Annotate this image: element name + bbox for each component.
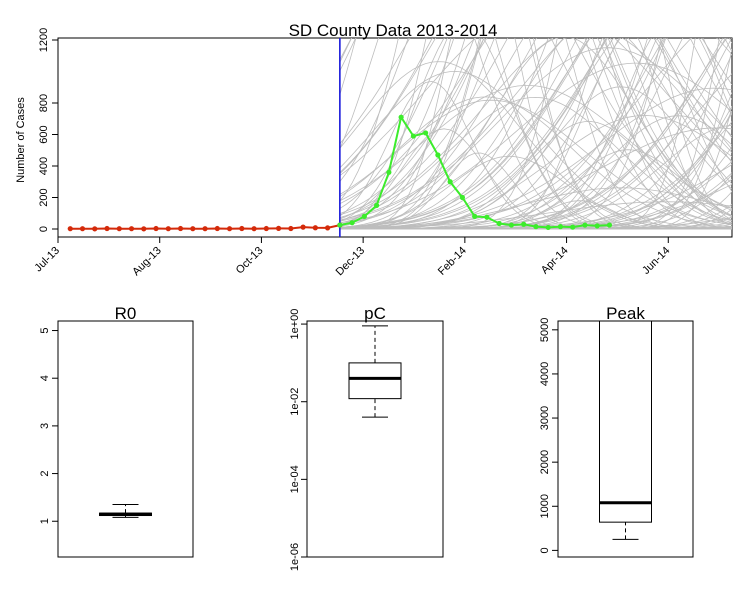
y-tick-label: 1200 [38, 28, 50, 52]
data-point [423, 130, 428, 135]
data-point [227, 226, 232, 231]
plot-frame [307, 321, 443, 557]
data-point [129, 226, 134, 231]
data-point [472, 214, 477, 219]
data-point [448, 179, 453, 184]
data-point [288, 226, 293, 231]
x-axis: Jul-13 Aug-13 Oct-13 Dec-13 Feb-14 Apr-14 Jun-… [32, 237, 672, 278]
data-point [582, 222, 587, 227]
y-tick-label: 800 [38, 94, 50, 112]
data-point [460, 195, 465, 200]
y-tick-label: 5 [39, 327, 51, 333]
box [349, 363, 401, 399]
data-point [215, 226, 220, 231]
y-tick-label: 200 [38, 188, 50, 206]
data-point [497, 221, 502, 226]
y-tick-label: 2000 [539, 450, 551, 474]
data-point [239, 226, 244, 231]
x-tick-label: Oct-13 [234, 245, 266, 277]
y-tick-label: 0 [539, 547, 551, 553]
data-point [374, 203, 379, 208]
x-tick-label: Aug-13 [130, 245, 164, 279]
y-tick-label: 5000 [539, 318, 551, 342]
y-tick-label: 3000 [539, 406, 551, 430]
data-point [153, 226, 158, 231]
data-point [435, 152, 440, 157]
y-tick-label: 1e-06 [289, 543, 301, 571]
data-point [80, 226, 85, 231]
y-tick-label: 1e-02 [289, 388, 301, 416]
projection-curve [340, 128, 732, 229]
y-axis-label: Number of Cases [15, 97, 27, 183]
y-tick-label: 1e-04 [289, 465, 301, 493]
y-tick-label: 4 [39, 375, 51, 381]
data-point [595, 223, 600, 228]
data-point [558, 224, 563, 229]
data-point [546, 225, 551, 230]
boxplot-panel-r0: 1 2 3 4 5 R0 [39, 304, 193, 557]
data-point [484, 215, 489, 220]
data-point [607, 222, 612, 227]
data-point [276, 226, 281, 231]
data-point [362, 214, 367, 219]
y-tick-label: 1e+00 [289, 309, 301, 340]
data-point [386, 170, 391, 175]
y-tick-label: 1 [39, 518, 51, 524]
data-point [117, 226, 122, 231]
y-tick-label: 4000 [539, 362, 551, 386]
data-point [92, 226, 97, 231]
boxplot-title: Peak [606, 304, 645, 323]
boxplot-panel-pc: 1e-06 1e-04 1e-02 1e+00 pC [289, 304, 443, 571]
data-point [202, 226, 207, 231]
y-axis: 0 200 400 600 800 1200 [38, 28, 58, 232]
y-tick-label: 1000 [539, 494, 551, 518]
x-tick-label: Jul-13 [32, 245, 62, 275]
data-point [166, 226, 171, 231]
chart-title: SD County Data 2013-2014 [289, 21, 498, 40]
y-tick-label: 600 [38, 125, 50, 143]
data-point [68, 226, 73, 231]
x-tick-label: Feb-14 [436, 245, 469, 278]
data-point [509, 222, 514, 227]
y-tick-label: 2 [39, 471, 51, 477]
data-point [350, 220, 355, 225]
x-tick-label: Jun-14 [640, 245, 672, 277]
boxplot-title: pC [364, 304, 386, 323]
plot-frame [58, 321, 193, 557]
data-point [337, 222, 342, 227]
data-point [521, 222, 526, 227]
data-point [264, 226, 269, 231]
data-point [178, 226, 183, 231]
x-tick-label: Dec-13 [334, 245, 368, 279]
data-point [313, 225, 318, 230]
data-point [104, 226, 109, 231]
boxplot-panel-peak: 0 1000 2000 3000 4000 5000 Peak [539, 304, 693, 557]
x-tick-label: Apr-14 [539, 245, 571, 277]
data-point [411, 133, 416, 138]
data-point [190, 226, 195, 231]
data-point [325, 225, 330, 230]
box [600, 321, 652, 522]
data-point [570, 225, 575, 230]
data-point [399, 115, 404, 120]
time-series-panel: 0 200 400 600 800 1200 Jul-13 Aug-13 Oct-13 Dec-… [15, 0, 732, 278]
data-point [141, 226, 146, 231]
boxplot-title: R0 [115, 304, 137, 323]
y-tick-label: 400 [38, 157, 50, 175]
y-tick-label: 0 [38, 226, 50, 232]
data-point [533, 224, 538, 229]
y-tick-label: 3 [39, 423, 51, 429]
data-point [251, 226, 256, 231]
data-point [300, 225, 305, 230]
